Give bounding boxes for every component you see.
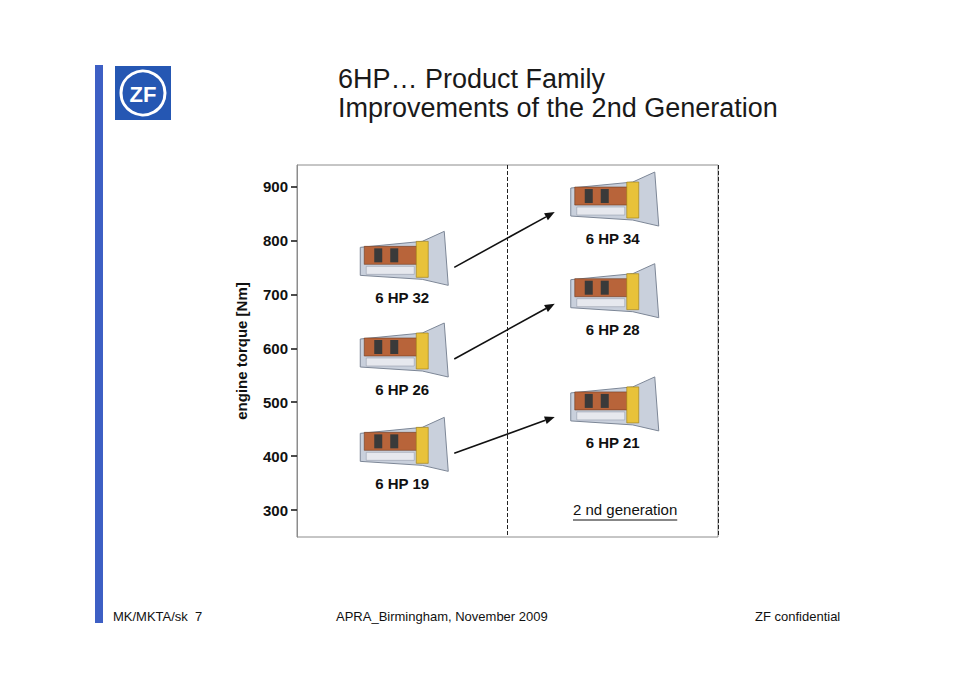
svg-text:900: 900: [263, 178, 288, 195]
svg-text:6 HP 34: 6 HP 34: [586, 230, 641, 247]
svg-text:300: 300: [263, 502, 288, 519]
svg-text:800: 800: [263, 232, 288, 249]
svg-text:700: 700: [263, 286, 288, 303]
svg-text:Improvements of the 2nd Genera: Improvements of the 2nd Generation: [338, 93, 778, 123]
svg-text:6 HP 21: 6 HP 21: [586, 434, 640, 451]
svg-text:ZF: ZF: [130, 82, 157, 107]
svg-text:6 HP 28: 6 HP 28: [586, 321, 640, 338]
svg-text:APRA_Birmingham, November 2009: APRA_Birmingham, November 2009: [336, 609, 548, 624]
svg-text:600: 600: [263, 340, 288, 357]
svg-text:6 HP 19: 6 HP 19: [375, 475, 429, 492]
svg-text:6 HP 26: 6 HP 26: [375, 381, 429, 398]
svg-text:ZF confidential: ZF confidential: [755, 609, 840, 624]
svg-text:6 HP 32: 6 HP 32: [375, 289, 429, 306]
svg-text:6HP… Product Family: 6HP… Product Family: [338, 64, 606, 94]
svg-text:engine torque [Nm]: engine torque [Nm]: [233, 282, 250, 420]
svg-text:400: 400: [263, 448, 288, 465]
svg-text:2 nd generation: 2 nd generation: [573, 501, 677, 518]
svg-text:MK/MKTA/sk 7: MK/MKTA/sk 7: [113, 609, 202, 624]
svg-text:500: 500: [263, 394, 288, 411]
